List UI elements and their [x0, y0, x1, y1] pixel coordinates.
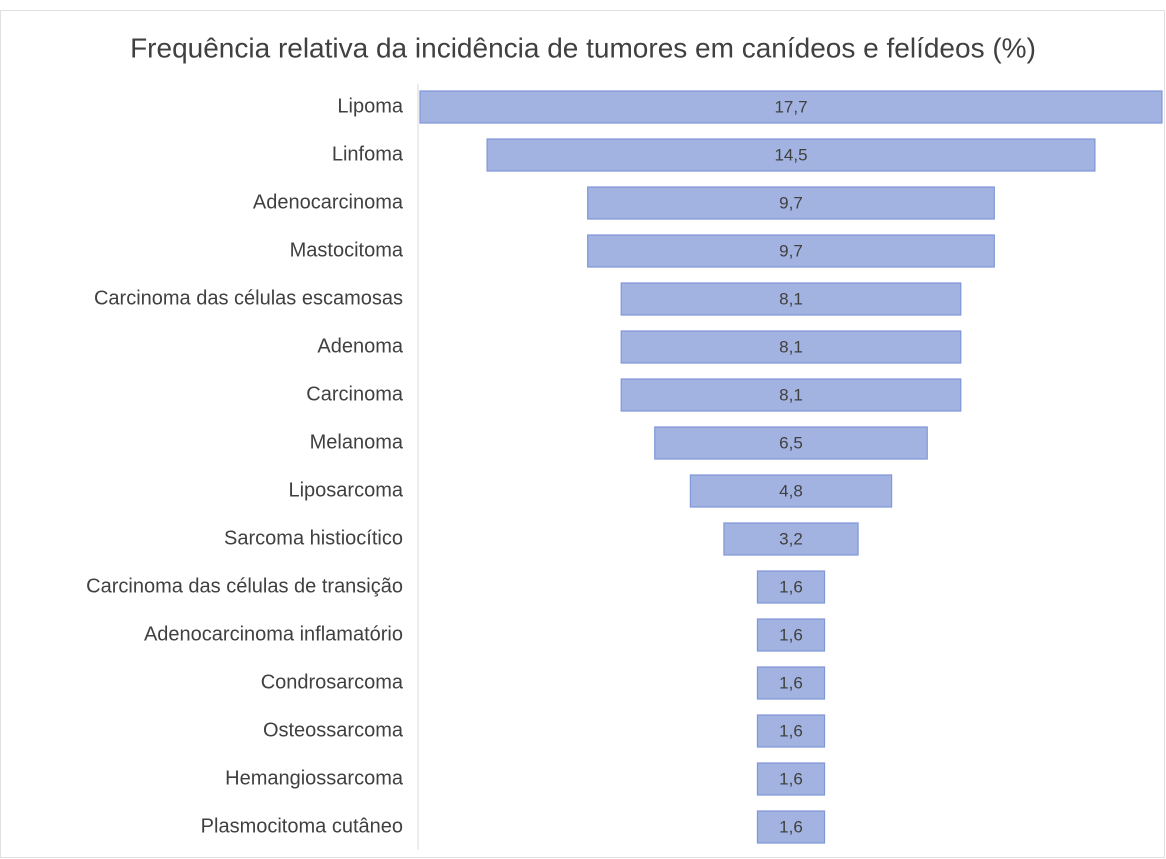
- value-label: 3,2: [779, 529, 803, 548]
- bar: [620, 282, 962, 316]
- bar: [587, 186, 995, 220]
- bar: [689, 474, 893, 508]
- bar: [756, 714, 826, 748]
- category-label: Carcinoma: [306, 383, 404, 405]
- value-label: 14,5: [774, 145, 807, 164]
- bar: [654, 426, 928, 460]
- bar: [587, 234, 995, 268]
- value-label: 1,6: [779, 577, 803, 596]
- bar: [756, 810, 826, 844]
- category-label: Liposarcoma: [288, 479, 403, 501]
- category-label: Adenocarcinoma: [253, 191, 404, 213]
- bar: [486, 138, 1096, 172]
- bar: [620, 378, 962, 412]
- bar: [756, 762, 826, 796]
- value-label: 1,6: [779, 673, 803, 692]
- category-label: Lipoma: [337, 95, 403, 117]
- category-label: Adenocarcinoma inflamatório: [144, 623, 403, 645]
- category-label: Linfoma: [332, 143, 404, 165]
- bar: [723, 522, 859, 556]
- bar: [756, 666, 826, 700]
- category-label: Carcinoma das células de transição: [86, 575, 403, 597]
- value-label: 1,6: [779, 769, 803, 788]
- value-label: 4,8: [779, 481, 803, 500]
- category-label: Osteossarcoma: [263, 719, 404, 741]
- value-label: 8,1: [779, 337, 803, 356]
- value-label: 9,7: [779, 241, 803, 260]
- bar: [419, 90, 1163, 124]
- value-label: 6,5: [779, 433, 803, 452]
- category-label: Plasmocitoma cutâneo: [201, 815, 403, 837]
- value-label: 1,6: [779, 721, 803, 740]
- value-label: 9,7: [779, 193, 803, 212]
- bar: [756, 570, 826, 604]
- category-label: Melanoma: [310, 431, 404, 453]
- category-label: Sarcoma histiocítico: [224, 527, 403, 549]
- chart-border: [0, 10, 1165, 858]
- category-label: Carcinoma das células escamosas: [94, 287, 403, 309]
- category-label: Adenoma: [317, 335, 403, 357]
- value-label: 17,7: [774, 97, 807, 116]
- category-label: Hemangiossarcoma: [225, 767, 404, 789]
- chart-title: Frequência relativa da incidência de tum…: [130, 32, 1036, 63]
- value-label: 1,6: [779, 625, 803, 644]
- bar: [620, 330, 962, 364]
- category-label: Mastocitoma: [290, 239, 404, 261]
- category-label: Condrosarcoma: [261, 671, 404, 693]
- value-label: 8,1: [779, 385, 803, 404]
- bar: [756, 618, 826, 652]
- value-label: 1,6: [779, 817, 803, 836]
- value-label: 8,1: [779, 289, 803, 308]
